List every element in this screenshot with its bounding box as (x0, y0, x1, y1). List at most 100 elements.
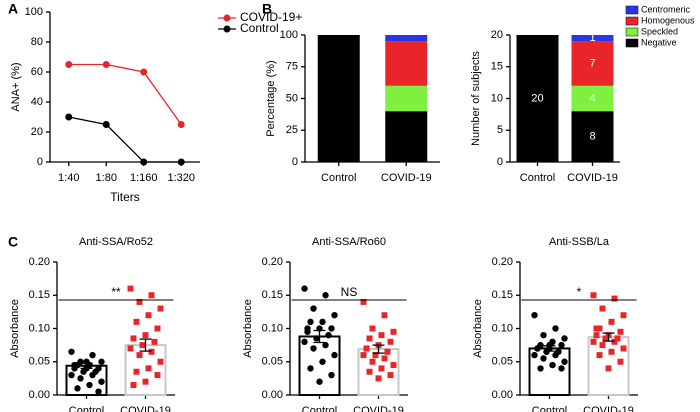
y-tick-label: 60 (31, 66, 43, 78)
point (307, 365, 314, 372)
point (86, 381, 93, 389)
point (77, 375, 84, 382)
point (540, 355, 547, 362)
y-tick-label: 0.20 (29, 256, 50, 268)
point (561, 335, 568, 342)
legend-swatch (625, 38, 639, 48)
x-axis-label: Titers (110, 190, 140, 204)
x-tick-label: 1:160 (130, 172, 158, 184)
point (375, 375, 382, 382)
point (151, 338, 158, 345)
y-axis-label: ANA+ (%) (10, 62, 22, 111)
y-tick-label: 15 (491, 61, 503, 73)
point (331, 351, 338, 359)
point (596, 352, 603, 359)
point (543, 348, 550, 355)
point (534, 345, 541, 352)
point (80, 368, 87, 375)
y-tick-label: 0 (37, 156, 43, 168)
point (68, 348, 75, 355)
point (531, 312, 538, 319)
y-tick-label: 0.00 (29, 389, 50, 401)
point (381, 312, 388, 319)
point (531, 351, 538, 359)
point (620, 345, 627, 352)
point (620, 312, 627, 319)
y-axis-label: Number of subjects (470, 51, 482, 146)
point (130, 335, 137, 342)
point (552, 351, 559, 359)
legend-marker (223, 14, 231, 22)
legend-marker (223, 25, 231, 33)
x-tick-label: COVID-19 (353, 405, 404, 412)
significance-label: ** (111, 285, 121, 299)
data-label: 7 (589, 57, 595, 69)
y-tick-label: 0.10 (492, 322, 513, 334)
y-tick-label: 0.10 (29, 322, 50, 334)
y-tick-label: 0.20 (262, 256, 283, 268)
bar-segment (571, 85, 614, 112)
legend-label: COVID-19+ (240, 10, 302, 24)
y-tick-label: 75 (286, 61, 298, 73)
y-axis-label: Absorbance (472, 299, 484, 358)
point (561, 358, 568, 365)
point (366, 335, 373, 342)
bar-segment (385, 111, 428, 162)
point (127, 285, 134, 292)
point (387, 372, 394, 379)
point (102, 121, 110, 128)
point (301, 285, 308, 292)
y-axis-label: Absorbance (242, 299, 254, 358)
y-tick-label: 25 (286, 124, 298, 136)
point (102, 61, 110, 68)
chart-title: Anti-SSA/Ro60 (312, 236, 386, 248)
point (304, 325, 311, 332)
y-tick-label: 100 (280, 29, 298, 41)
legend-swatch (625, 5, 639, 15)
point (68, 371, 75, 379)
error-bar (372, 344, 385, 354)
point (611, 338, 618, 345)
point (593, 325, 600, 332)
point (558, 341, 565, 349)
point (360, 298, 367, 305)
y-tick-label: 20 (31, 126, 43, 138)
point (549, 361, 556, 369)
chart-title: Anti-SSB/La (549, 236, 610, 248)
point (552, 325, 559, 332)
series-line (68, 116, 182, 163)
data-label: 4 (589, 92, 595, 104)
y-axis-label: Absorbance (9, 299, 21, 358)
point (390, 328, 397, 335)
bar-segment (317, 35, 360, 162)
point (590, 338, 597, 345)
x-tick-label: 1:320 (167, 172, 195, 184)
point (145, 312, 152, 319)
y-tick-label: 80 (31, 36, 43, 48)
point (148, 348, 155, 355)
y-tick-label: 0.00 (492, 389, 513, 401)
point (328, 325, 335, 332)
point (148, 292, 155, 299)
x-tick-label: Control (302, 405, 337, 412)
point (316, 378, 323, 385)
bar-segment (385, 85, 428, 112)
y-axis-label: Percentage (%) (265, 60, 277, 136)
y-tick-label: 50 (286, 92, 298, 104)
point (378, 332, 385, 339)
point (390, 362, 397, 369)
data-label: 20 (531, 92, 543, 104)
point (142, 332, 149, 339)
point (177, 158, 185, 166)
y-tick-label: 0.10 (262, 322, 283, 334)
point (378, 365, 385, 372)
y-tick-label: 0 (497, 156, 503, 168)
point (74, 385, 81, 392)
point (602, 335, 609, 342)
point (608, 348, 615, 355)
point (136, 298, 143, 305)
point (558, 365, 565, 372)
point (617, 328, 624, 335)
point (140, 68, 148, 76)
point (133, 318, 140, 325)
